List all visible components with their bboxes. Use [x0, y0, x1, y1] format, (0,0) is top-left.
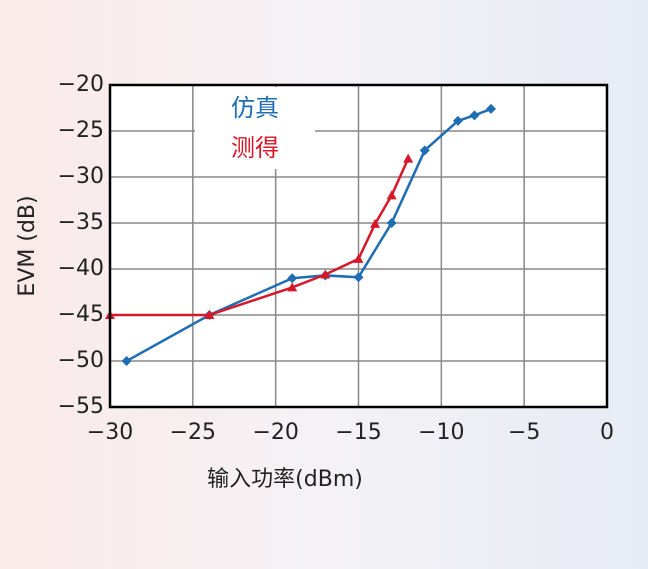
- y-axis-label: EVM (dB): [15, 195, 40, 296]
- x-tick-label: −15: [335, 420, 381, 445]
- data-point: [419, 145, 430, 156]
- data-point: [386, 190, 397, 200]
- data-point: [486, 103, 497, 114]
- data-point: [121, 356, 132, 366]
- data-point: [320, 269, 331, 279]
- legend-box: [195, 87, 315, 169]
- y-tick-label: −20: [58, 72, 104, 97]
- x-tick-label: −25: [170, 420, 216, 445]
- data-point: [452, 115, 463, 126]
- legend-label: 仿真: [231, 94, 279, 122]
- data-point: [204, 310, 215, 319]
- y-tick-label: −45: [58, 302, 104, 327]
- data-point: [370, 218, 381, 228]
- data-point: [469, 110, 480, 121]
- y-tick-label: −30: [58, 164, 104, 189]
- plot-frame: [108, 83, 609, 409]
- y-tick-label: −55: [58, 394, 104, 419]
- data-point: [353, 253, 364, 263]
- series-line: [125, 107, 492, 363]
- data-point: [287, 282, 298, 292]
- data-point: [403, 153, 414, 163]
- x-axis-label: 输入功率(dBm): [207, 467, 363, 492]
- x-tick-label: −5: [508, 420, 540, 445]
- y-tick-label: −40: [58, 256, 104, 281]
- data-point: [386, 218, 397, 228]
- y-tick-label: −25: [58, 118, 104, 143]
- data-point: [287, 273, 298, 284]
- x-tick-label: −30: [87, 420, 133, 445]
- x-tick-label: −20: [252, 420, 298, 445]
- y-tick-label: −50: [58, 348, 104, 373]
- data-point: [353, 272, 364, 283]
- legend-label: 测得: [231, 134, 279, 162]
- x-tick-label: −10: [418, 420, 464, 445]
- series-line: [110, 158, 410, 317]
- x-tick-label: 0: [600, 420, 614, 445]
- y-tick-label: −35: [58, 210, 104, 235]
